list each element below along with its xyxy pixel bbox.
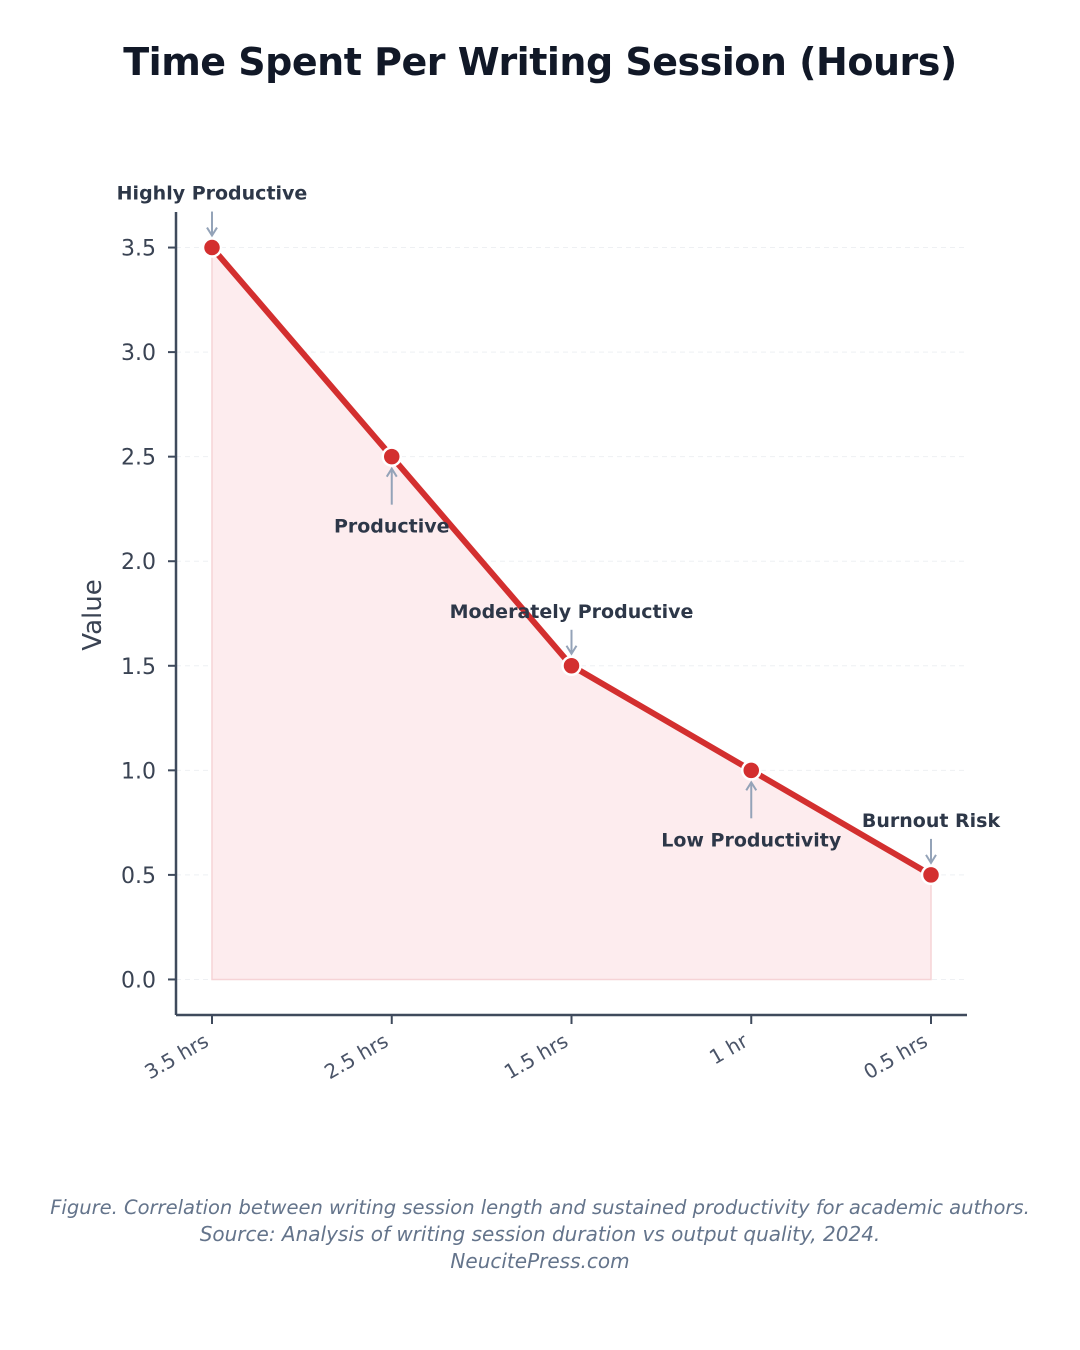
- x-tick-label: 0.5 hrs: [859, 1029, 931, 1085]
- annotation-arrowhead: [385, 466, 398, 478]
- caption-figure: Figure. Correlation between writing sess…: [50, 1196, 1030, 1219]
- annotation-arrowhead: [206, 227, 218, 238]
- y-tick-label: 1.0: [121, 759, 156, 784]
- y-tick-label: 0.0: [121, 968, 156, 993]
- y-tick-label: 3.0: [121, 341, 156, 366]
- data-point: [201, 237, 223, 258]
- x-tick-label: 1 hr: [705, 1028, 752, 1069]
- x-tick-label: 3.5 hrs: [140, 1029, 212, 1085]
- data-points: [201, 237, 942, 886]
- y-tick-label: 2.0: [121, 550, 156, 575]
- data-point: [741, 760, 762, 781]
- y-tick-label: 2.5: [121, 446, 156, 471]
- annotation-label: Moderately Productive: [450, 601, 694, 623]
- caption-publisher: NeucitePress.com: [450, 1249, 630, 1273]
- x-tick-label: 1.5 hrs: [500, 1029, 572, 1085]
- y-tick-label: 3.5: [121, 237, 156, 262]
- axes: [168, 212, 967, 1024]
- data-point: [381, 446, 402, 467]
- data-point: [561, 655, 582, 677]
- y-tick-label: 1.5: [121, 655, 156, 680]
- x-tick-label: 2.5 hrs: [320, 1029, 392, 1085]
- annotation-label: Burnout Risk: [862, 810, 1001, 832]
- annotation-arrowhead: [925, 854, 937, 865]
- y-tick-label: 0.5: [121, 864, 156, 889]
- annotation-arrowhead: [745, 780, 758, 791]
- annotation-label: Highly Productive: [117, 183, 308, 205]
- data-point: [920, 864, 942, 886]
- annotation-label: Productive: [334, 516, 450, 538]
- y-axis-label: Value: [78, 579, 108, 650]
- annotation-label: Low Productivity: [661, 829, 842, 851]
- annotations: Highly Productive Productive Moderately Pr…: [117, 183, 1001, 865]
- caption-source: Source: Analysis of writing session dura…: [199, 1222, 881, 1246]
- annotation-arrowhead: [565, 645, 578, 656]
- chart-title: Time Spent Per Writing Session (Hours): [123, 40, 957, 84]
